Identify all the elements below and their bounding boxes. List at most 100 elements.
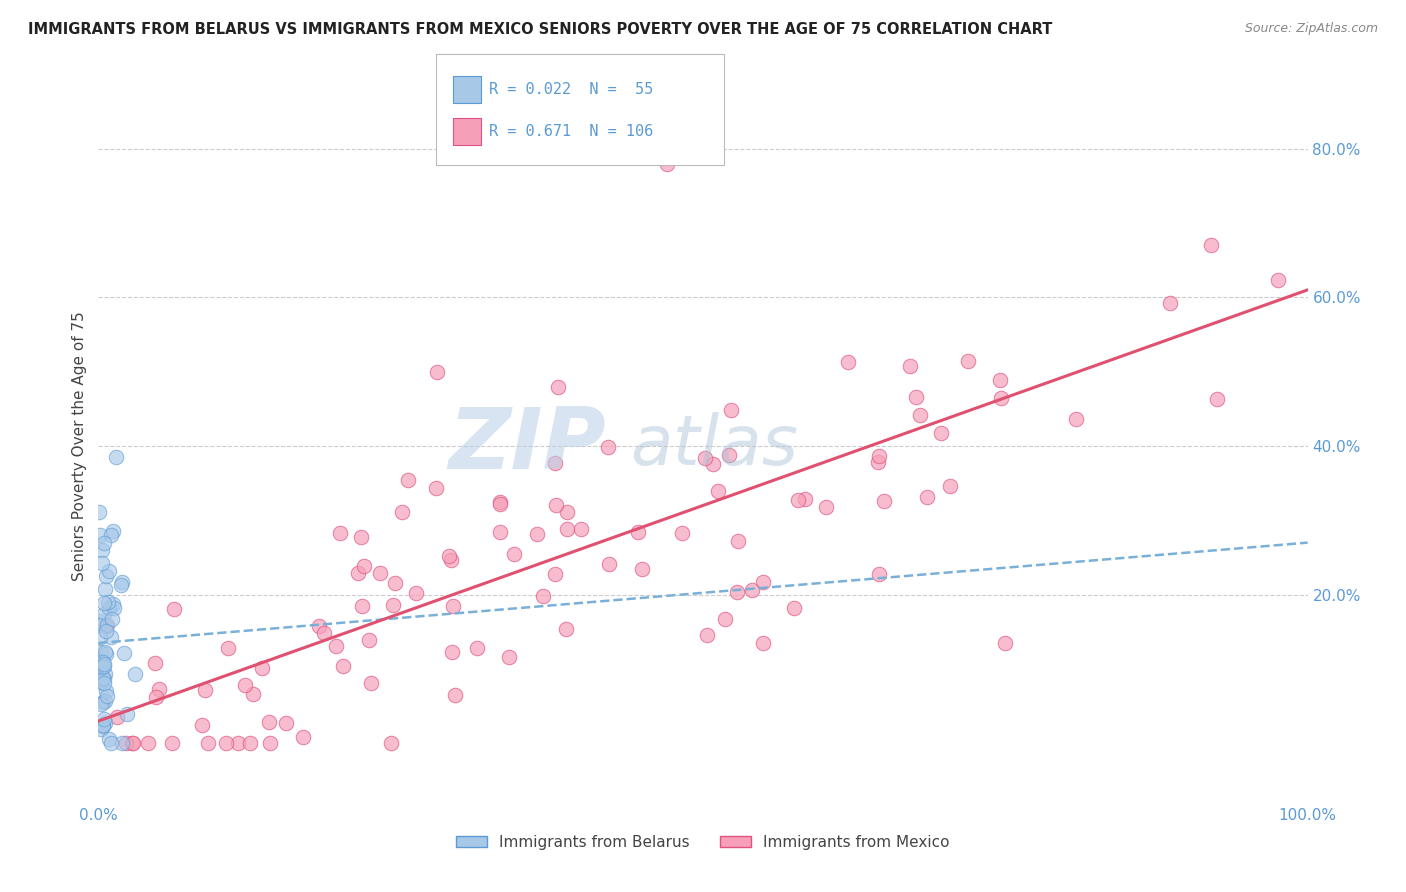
Point — [94, 684, 117, 698]
Point — [93, 607, 115, 621]
Point — [437, 549, 460, 563]
Point — [94, 648, 117, 662]
Point — [148, 682, 170, 697]
Point — [1159, 296, 1181, 310]
Point — [347, 566, 370, 580]
Point — [544, 498, 567, 512]
Point — [110, 578, 132, 592]
Point — [444, 688, 467, 702]
Point — [325, 639, 347, 653]
Point — [96, 619, 118, 633]
Point — [194, 682, 217, 697]
Point — [467, 640, 489, 655]
Point — [384, 576, 406, 591]
Point — [93, 676, 115, 690]
Point — [353, 558, 375, 573]
Point — [308, 619, 330, 633]
Point — [93, 658, 115, 673]
Point — [93, 712, 115, 726]
Point — [214, 736, 236, 750]
Point — [915, 490, 938, 504]
Point — [752, 636, 775, 650]
Point — [90, 645, 112, 659]
Point — [702, 457, 724, 471]
Text: R = 0.671  N = 106: R = 0.671 N = 106 — [489, 124, 654, 138]
Point — [91, 719, 114, 733]
Point — [873, 494, 896, 508]
Point — [93, 535, 115, 549]
Point — [1199, 238, 1222, 252]
Point — [87, 505, 110, 519]
Point — [1064, 412, 1087, 426]
Point — [696, 628, 718, 642]
Point — [233, 678, 256, 692]
Point — [94, 569, 117, 583]
Point — [350, 599, 373, 613]
Point — [90, 722, 112, 736]
Text: ZIP: ZIP — [449, 404, 606, 488]
Point — [89, 527, 111, 541]
Point — [228, 736, 250, 750]
Point — [741, 583, 763, 598]
Point — [627, 524, 650, 539]
Point — [786, 492, 808, 507]
Point — [426, 365, 449, 379]
Point — [197, 736, 219, 750]
Point — [160, 736, 183, 750]
Point — [96, 689, 118, 703]
Point — [94, 582, 117, 596]
Point — [655, 156, 678, 170]
Point — [145, 690, 167, 704]
Point — [259, 714, 281, 729]
Point — [707, 483, 730, 498]
Point — [382, 598, 405, 612]
Point — [94, 624, 117, 638]
Point — [90, 543, 112, 558]
Point — [111, 736, 134, 750]
Point — [89, 652, 111, 666]
Point — [90, 675, 112, 690]
Point — [557, 522, 579, 536]
Point — [100, 736, 122, 750]
Point — [136, 736, 159, 750]
Point — [720, 403, 742, 417]
Point — [191, 717, 214, 731]
Point — [274, 715, 297, 730]
Point — [97, 732, 120, 747]
Point — [101, 598, 124, 612]
Point — [329, 526, 352, 541]
Point — [96, 618, 118, 632]
Point — [94, 645, 117, 659]
Point — [114, 736, 136, 750]
Point — [939, 479, 962, 493]
Point — [117, 706, 139, 721]
Point — [94, 666, 117, 681]
Point — [91, 671, 114, 685]
Point — [671, 526, 693, 541]
Point — [815, 500, 838, 515]
Point — [97, 595, 120, 609]
Point — [544, 566, 567, 581]
Point — [239, 736, 262, 750]
Point — [100, 528, 122, 542]
Point — [695, 451, 717, 466]
Point — [488, 495, 510, 509]
Point — [717, 448, 740, 462]
Point — [360, 676, 382, 690]
Point — [837, 355, 859, 369]
Point — [292, 731, 315, 745]
Text: atlas: atlas — [630, 412, 799, 480]
Point — [596, 440, 619, 454]
Point — [101, 612, 124, 626]
Point — [598, 558, 620, 572]
Point — [98, 600, 121, 615]
Y-axis label: Seniors Poverty Over the Age of 75: Seniors Poverty Over the Age of 75 — [72, 311, 87, 581]
Point — [868, 566, 890, 581]
Point — [101, 524, 124, 538]
Point — [713, 612, 735, 626]
Point — [350, 529, 373, 543]
Point — [396, 473, 419, 487]
Point — [91, 655, 114, 669]
Point — [91, 556, 114, 570]
Point — [526, 527, 548, 541]
